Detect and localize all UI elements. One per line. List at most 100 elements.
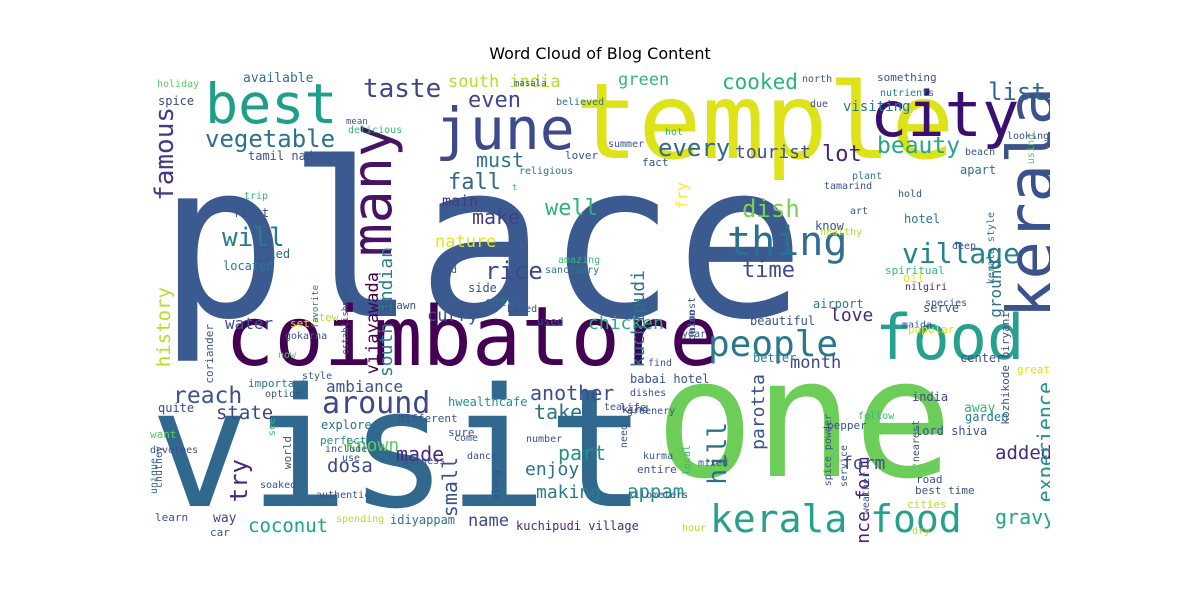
word-need: need (619, 424, 630, 449)
word-local: local (682, 445, 693, 476)
word-making: making (536, 482, 602, 503)
word-kilometers: kilometers (628, 490, 689, 501)
word-weather: weather (861, 472, 872, 515)
word-hold: hold (898, 189, 923, 200)
word-find: find (648, 358, 673, 369)
word-sanctuary: sanctuary (545, 265, 600, 276)
word-kuchipudi-village: kuchipudi village (516, 519, 639, 533)
word-water: water (225, 314, 274, 333)
word-temple: temple (575, 72, 955, 183)
word-visit: visit (150, 353, 647, 542)
word-religious: religious (519, 166, 574, 177)
word-green: green (618, 72, 670, 90)
word-plant: plant (852, 171, 883, 182)
word-ambiance: ambiance (326, 377, 404, 396)
word-authentic: authentic (316, 490, 371, 501)
word-spending: spending (336, 514, 385, 525)
word-different: different (398, 412, 458, 425)
word-using: using (1026, 134, 1037, 165)
word-trip: trip (244, 191, 269, 202)
word-want: want (150, 428, 177, 441)
word-holiday: holiday (157, 79, 200, 90)
word-quite: quite (158, 401, 195, 415)
word-tamil-nadu: tamil nadu (248, 149, 321, 163)
word-will: will (222, 223, 285, 253)
word-amazing: amazing (558, 255, 601, 266)
word-curry: curry (427, 306, 479, 326)
word-hill: hill (703, 422, 733, 485)
word-perfect: perfect (320, 434, 367, 447)
word-many: many (340, 124, 404, 257)
word-coconut: coconut (248, 515, 329, 537)
word-coimbatore: coimbatore (225, 290, 719, 385)
word-food: food (875, 301, 1025, 374)
word-take: take (534, 400, 583, 424)
word-way: way (213, 511, 237, 526)
word-unique: unique (150, 458, 160, 495)
word-even: even (468, 88, 521, 113)
word-tamarind: tamarind (824, 181, 873, 192)
word-nearest: nearest (911, 420, 922, 463)
word-chicken: chicken (588, 313, 664, 334)
word-added: added (995, 442, 1050, 464)
word-must: must (476, 148, 525, 172)
word-nutrients: nutrients (880, 88, 935, 99)
word-fried: fried (254, 247, 291, 261)
word-believed: believed (556, 97, 605, 108)
word-soaked: soaked (260, 480, 297, 491)
word-garden: garden (965, 410, 1009, 424)
word-mixed: mixed (698, 458, 729, 469)
word-include: include (325, 444, 368, 455)
word-better: better (753, 351, 797, 365)
word-species: species (925, 298, 968, 309)
word-first: first (233, 206, 270, 220)
word-dosa: dosa (327, 455, 373, 477)
word-vijayawada: vijayawada (363, 272, 383, 375)
word-sure: sure (448, 426, 475, 439)
word-coriander: coriander (203, 324, 216, 384)
word-around: around (322, 386, 431, 421)
word-world: world (281, 436, 294, 470)
word-fact: fact (642, 156, 669, 169)
word-parotta: parotta (748, 374, 769, 450)
word-india: india (912, 390, 949, 404)
word-option: option (265, 389, 302, 400)
word-see: see (267, 418, 278, 437)
word-month: month (790, 353, 842, 373)
word-oil: oil (903, 271, 925, 285)
word-babai-hotel: babai hotel (630, 372, 710, 386)
word-car: car (210, 526, 230, 539)
word-pepper: pepper (827, 419, 867, 432)
word-north: north (802, 74, 833, 85)
word-nilgiri: nilgiri (905, 282, 948, 293)
word-gravy: gravy (995, 505, 1050, 529)
word-establishment: establishment (341, 284, 351, 355)
word-kurma: kurma (643, 451, 674, 462)
word-year: year (682, 329, 707, 340)
word-mean: mean (346, 117, 368, 127)
word-service: service (839, 445, 850, 488)
word-south-india: south india (448, 72, 561, 92)
word-tourist: tourist (735, 142, 811, 163)
word-serve: serve (923, 301, 960, 315)
word-beautiful: beautiful (750, 314, 816, 328)
word-experience: experience (1033, 382, 1050, 503)
word-cooked: cooked (722, 72, 798, 94)
word-hot: hot (665, 127, 684, 138)
word-make: make (472, 205, 521, 229)
word-history: history (153, 287, 175, 368)
word-road: road (916, 473, 943, 486)
word-masala: masala (514, 79, 547, 89)
word-side: side (468, 281, 497, 295)
word-hotel: hotel (904, 212, 941, 226)
word-prawn: prawn (383, 299, 417, 312)
word-greenery: greenery (627, 406, 676, 417)
word-idiyappam: idiyappam (390, 513, 456, 527)
word-explore: explore (321, 418, 372, 432)
word-know: know (815, 219, 844, 233)
word-rice: rice (485, 257, 543, 285)
word-famous: famous (150, 107, 180, 201)
word-state: state (216, 402, 274, 424)
word-available: available (243, 72, 314, 86)
word-stew: stew (312, 311, 339, 324)
